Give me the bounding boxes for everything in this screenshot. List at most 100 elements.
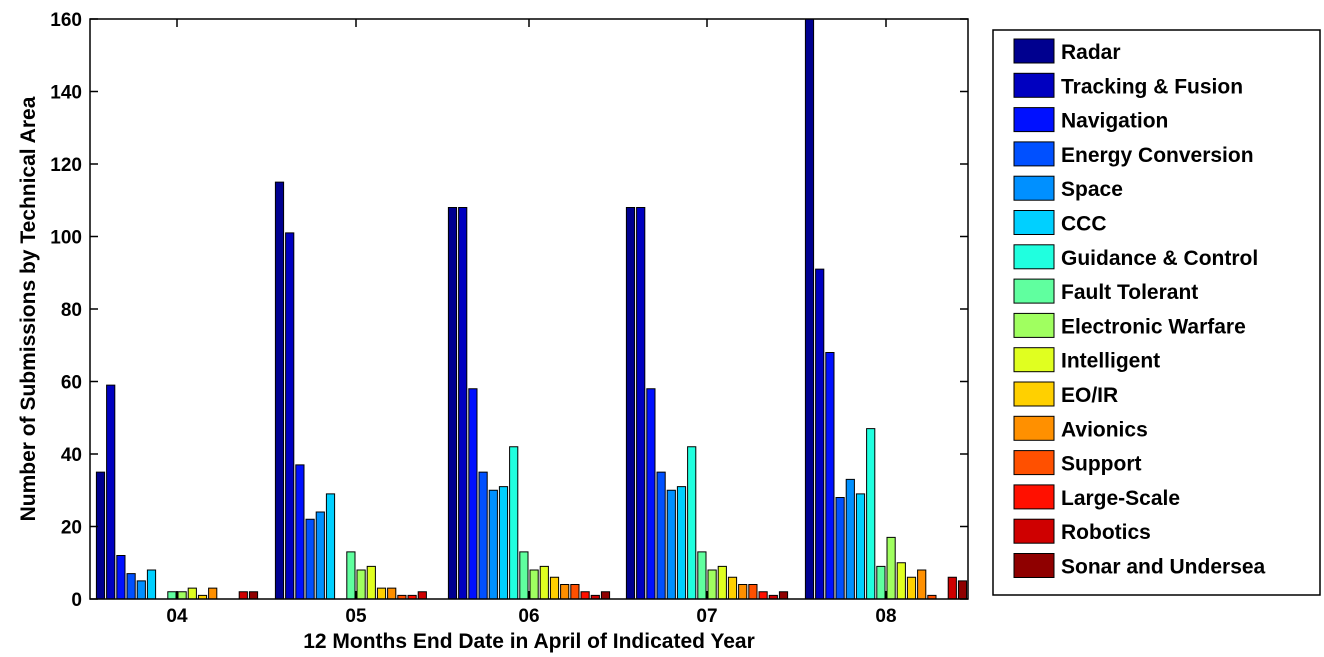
bar (687, 446, 697, 600)
legend-swatch (1013, 72, 1055, 98)
bar (845, 478, 855, 600)
legend-label: Fault Tolerant (1061, 281, 1198, 304)
y-tick-label: 20 (61, 518, 82, 539)
bar (600, 591, 611, 600)
bar (560, 584, 570, 600)
legend-label: Radar (1061, 41, 1121, 64)
bar (285, 232, 295, 600)
bar (906, 576, 917, 600)
bar (570, 584, 580, 600)
bar (539, 565, 549, 600)
y-tick-label: 40 (61, 445, 82, 466)
bar (106, 384, 116, 600)
bar (509, 446, 519, 600)
bar (697, 551, 707, 600)
legend-label: EO/IR (1061, 384, 1118, 407)
legend-label: Large-Scale (1061, 487, 1180, 510)
bar (758, 591, 768, 600)
legend: Radar Tracking & Fusion Navigation Energy C… (992, 29, 1321, 596)
bar (947, 576, 957, 600)
bar (295, 464, 305, 600)
legend-items: Radar Tracking & Fusion Navigation Energy C… (1013, 38, 1266, 579)
bar (855, 493, 866, 600)
legend-swatch (1013, 415, 1055, 441)
bar (146, 569, 157, 600)
bar (116, 555, 126, 600)
legend-label: Electronic Warfare (1061, 315, 1246, 338)
bar (666, 489, 676, 600)
y-tick-label: 80 (61, 300, 82, 321)
bar (815, 268, 825, 600)
legend-label: Sonar and Undersea (1061, 556, 1266, 579)
legend-swatch (1013, 141, 1055, 167)
bar (315, 511, 325, 600)
bar (886, 536, 896, 600)
legend-label: Navigation (1061, 110, 1168, 133)
x-tick-label: 04 (166, 606, 188, 627)
legend-swatch (1013, 278, 1055, 304)
x-tick-label: 08 (875, 606, 896, 627)
bar (356, 569, 366, 600)
legend-swatch (1013, 175, 1055, 201)
legend-label: Robotics (1061, 521, 1151, 544)
legend-swatch (1013, 553, 1055, 578)
legend-swatch (1013, 484, 1055, 510)
bar (636, 207, 646, 600)
bar (366, 565, 376, 600)
bar (126, 573, 136, 600)
y-tick-label: 60 (61, 373, 82, 394)
bar (376, 587, 387, 600)
bar (896, 562, 906, 600)
bar (917, 569, 927, 600)
legend-label: CCC (1061, 213, 1107, 236)
bar (248, 591, 259, 600)
bar (519, 551, 529, 600)
bar (804, 18, 815, 600)
bar (646, 388, 656, 600)
x-tick-labels: 04 05 06 07 08 (166, 606, 896, 627)
bar (656, 471, 666, 600)
bar (778, 591, 789, 600)
bar (325, 493, 336, 600)
legend-label: Space (1061, 178, 1123, 201)
legend-label: Energy Conversion (1061, 144, 1254, 167)
bar (468, 388, 478, 600)
x-tick-label: 06 (518, 606, 539, 627)
bar (727, 576, 738, 600)
bar (387, 587, 397, 600)
bar (549, 576, 560, 600)
legend-label: Avionics (1061, 418, 1148, 441)
legend-label: Support (1061, 453, 1141, 476)
y-tick-label: 120 (50, 155, 82, 176)
legend-label: Guidance & Control (1061, 247, 1258, 270)
legend-swatch (1013, 347, 1055, 373)
legend-swatch (1013, 312, 1055, 338)
bar (625, 207, 636, 600)
bar (167, 591, 177, 600)
bar (447, 207, 458, 600)
legend-swatch (1013, 210, 1055, 235)
y-tick-label: 140 (50, 83, 82, 104)
bar (177, 591, 187, 600)
y-tick-label: 0 (71, 590, 82, 611)
bar (136, 580, 146, 600)
legend-swatch (1013, 381, 1055, 407)
bar (957, 580, 968, 600)
bar (825, 352, 835, 600)
y-tick-labels: 0 20 40 60 80 100 120 140 160 (50, 10, 82, 611)
legend-swatch (1013, 244, 1055, 270)
bar (738, 584, 748, 600)
y-tick-label: 160 (50, 10, 82, 31)
x-axis-title: 12 Months End Date in April of Indicated… (303, 630, 755, 653)
bar (187, 587, 197, 600)
bar (238, 591, 248, 600)
bar (458, 207, 468, 600)
bar (346, 551, 356, 600)
bar (208, 587, 218, 600)
bar (676, 486, 687, 600)
axis-ticks (90, 18, 968, 600)
legend-swatch (1013, 107, 1055, 133)
legend-label: Tracking & Fusion (1061, 75, 1243, 98)
y-axis-title: Number of Submissions by Technical Area (17, 96, 40, 521)
